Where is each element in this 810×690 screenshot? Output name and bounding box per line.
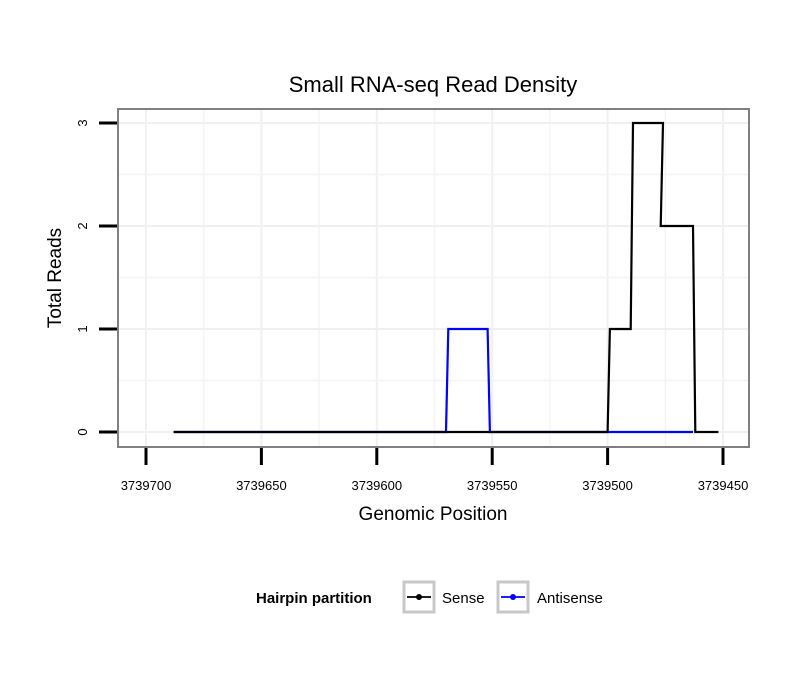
- y-tick-label: 3: [75, 119, 90, 126]
- y-tick-label: 2: [75, 222, 90, 229]
- x-tick-label: 3739650: [236, 478, 287, 493]
- grid-lines: [118, 109, 749, 447]
- x-axis: 3739700 3739650 3739600 3739550 3739500 37394…: [121, 448, 749, 493]
- x-tick-label: 3739700: [121, 478, 172, 493]
- legend-key-point: [416, 594, 422, 600]
- legend-label-antisense: Antisense: [537, 590, 603, 607]
- y-tick-label: 0: [75, 428, 90, 435]
- plot-border: [117, 108, 750, 448]
- legend: Hairpin partition Sense Antisense: [256, 580, 603, 614]
- y-axis: 0 1 2 3: [75, 119, 117, 436]
- series-lines: [173, 121, 719, 434]
- legend-item-sense: Sense: [402, 580, 485, 614]
- x-tick-label: 3739500: [582, 478, 633, 493]
- y-tick-label: 1: [75, 325, 90, 332]
- y-axis-title: Total Reads: [45, 228, 66, 328]
- x-tick-label: 3739550: [467, 478, 518, 493]
- chart-title: Small RNA-seq Read Density: [289, 72, 578, 97]
- x-tick-label: 3739450: [698, 478, 749, 493]
- legend-label-sense: Sense: [442, 590, 485, 607]
- series-line-sense: [173, 121, 719, 434]
- legend-item-antisense: Antisense: [496, 580, 603, 614]
- legend-title: Hairpin partition: [256, 590, 372, 607]
- x-tick-label: 3739600: [351, 478, 402, 493]
- legend-key-point: [510, 594, 516, 600]
- x-axis-title: Genomic Position: [359, 504, 508, 525]
